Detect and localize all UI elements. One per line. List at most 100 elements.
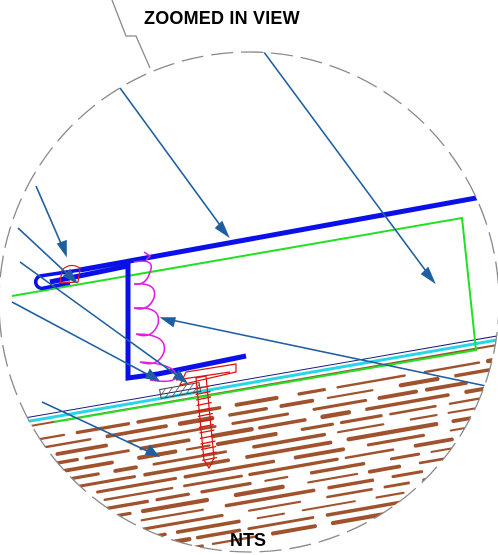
wood-grain-stroke	[487, 427, 498, 444]
wood-grain-stroke	[4, 526, 48, 537]
wood-grain-stroke	[424, 381, 468, 392]
membrane-outline	[11, 216, 478, 423]
wood-grain-stroke	[326, 389, 374, 399]
wood-grain-stroke	[398, 376, 440, 388]
wood-grain-stroke	[300, 422, 334, 431]
wood-grain-stroke	[1, 489, 52, 502]
leader-lines	[11, 52, 487, 458]
wood-grain-stroke	[170, 544, 204, 552]
wood-grain-stroke	[0, 454, 50, 466]
wood-grain-stroke	[155, 492, 190, 502]
wood-grain-stroke	[215, 431, 278, 447]
wood-grain-stroke	[7, 543, 57, 552]
wood-grain-stroke	[247, 516, 315, 531]
wood-grain-stroke	[336, 374, 406, 389]
arrowhead-icon	[159, 317, 177, 328]
wood-grain-stroke	[175, 519, 241, 534]
wood-grain-stroke	[113, 465, 138, 473]
arrowhead-icon	[214, 220, 230, 239]
wood-grain-stroke	[312, 398, 368, 411]
wood-grain-stroke	[55, 443, 108, 456]
wood-grain-stroke	[264, 475, 289, 482]
wood-grain-stroke	[375, 491, 405, 499]
wood-grain-stroke	[68, 472, 100, 481]
wood-grain-stroke	[271, 524, 317, 536]
wood-grain-stroke	[413, 437, 454, 448]
wood-grain-stroke	[423, 361, 481, 374]
wood-grain-stroke	[2, 499, 96, 520]
arrowhead-icon	[144, 444, 160, 458]
callout-break-line	[111, 0, 151, 69]
scale-note: NTS	[230, 530, 266, 550]
wood-grain-stroke	[228, 407, 268, 417]
arrowhead-icon	[62, 268, 78, 284]
wood-grain-stroke	[105, 424, 168, 439]
wood-grain-stroke	[293, 447, 346, 460]
wood-grain-stroke	[0, 477, 21, 484]
wood-grain-stroke	[39, 545, 97, 552]
wood-grain-stroke	[211, 535, 258, 546]
wood-grain-stroke	[309, 462, 366, 475]
wood-grain-stroke	[464, 420, 498, 439]
wood-grain-stroke	[195, 528, 242, 540]
wood-grain-stroke	[409, 414, 438, 421]
wood-grain-stroke	[297, 388, 326, 396]
wood-grain-stroke	[389, 404, 437, 416]
wood-grain-stroke	[391, 470, 424, 479]
wood-grain-stroke	[127, 536, 192, 552]
wood-grain-stroke	[473, 489, 498, 501]
wood-grain-stroke	[143, 458, 230, 477]
wood-grain-stroke	[183, 474, 243, 488]
wood-grain-stroke	[490, 360, 498, 381]
wood-grain-stroke	[245, 440, 333, 459]
wood-grain-stroke	[96, 476, 178, 494]
wood-grain-stroke	[75, 422, 131, 435]
wood-grain-stroke	[106, 532, 167, 546]
wood-grain-stroke	[140, 508, 204, 522]
wood-grain-stroke	[233, 484, 285, 498]
drawing-title: ZOOMED IN VIEW	[144, 8, 300, 28]
sealant-tape	[159, 382, 202, 399]
wood-grain-stroke	[256, 512, 286, 520]
wood-grain-stroke	[409, 499, 459, 512]
wood-grain-stroke	[177, 415, 215, 426]
sealant-bead-icon	[133, 251, 177, 383]
wood-grain-stroke	[327, 478, 375, 490]
wood-grain-stroke	[234, 395, 279, 407]
wood-grain-stroke	[141, 497, 210, 514]
metal-flashing	[33, 187, 498, 381]
wood-grain-stroke	[84, 449, 130, 460]
arrowhead-icon	[420, 266, 436, 285]
wood-grain-stroke	[367, 464, 402, 474]
wood-grain-stroke	[344, 448, 395, 460]
wood-grain-stroke	[346, 422, 439, 442]
wood-grain-stroke	[64, 532, 115, 545]
wood-grain-stroke	[258, 418, 307, 430]
wood-grain-stroke	[248, 500, 302, 512]
arrowhead-icon	[56, 239, 67, 258]
wood-grain-stroke	[339, 414, 383, 425]
wood-grain-stroke	[231, 412, 290, 426]
wood-grain-stroke	[320, 410, 352, 420]
wood-grain-stroke	[377, 389, 418, 400]
wood-grain-stroke	[337, 423, 385, 434]
wood-grain-stroke	[0, 537, 33, 548]
wood-grain-stroke	[365, 393, 450, 411]
wood-grain-stroke	[183, 459, 276, 479]
wood-grain-stroke	[454, 367, 495, 378]
wood-grain-stroke	[135, 513, 224, 532]
underlayment-line	[0, 334, 498, 430]
arrowhead-icon	[144, 368, 160, 382]
wood-grain-stroke	[389, 452, 421, 461]
wood-grain-stroke	[200, 481, 252, 494]
wood-grain-stroke	[279, 398, 315, 408]
wood-grain-stroke	[13, 517, 49, 526]
wood-grain-stroke	[423, 484, 495, 500]
wood-grain-stroke	[210, 427, 254, 439]
wood-grain-stroke	[446, 452, 498, 469]
detail-content	[0, 52, 498, 552]
detail-circle	[0, 51, 498, 553]
wood-grain-stroke	[75, 475, 137, 489]
wood-grain-stroke	[248, 457, 339, 477]
